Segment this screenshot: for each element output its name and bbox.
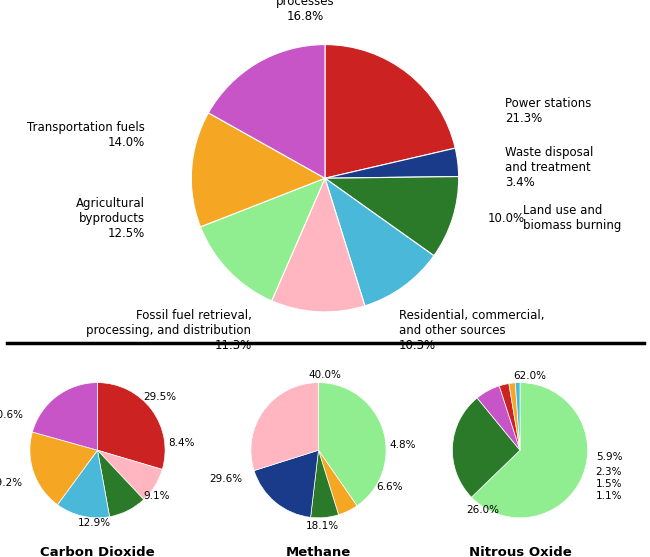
Wedge shape <box>98 450 162 500</box>
Text: Power stations
21.3%: Power stations 21.3% <box>506 97 592 125</box>
Wedge shape <box>200 178 325 301</box>
Wedge shape <box>318 450 357 515</box>
Wedge shape <box>325 177 459 256</box>
Text: 40.0%: 40.0% <box>309 369 342 379</box>
Wedge shape <box>325 45 455 178</box>
Text: 26.0%: 26.0% <box>466 505 499 515</box>
Text: 29.5%: 29.5% <box>144 393 177 403</box>
Wedge shape <box>477 386 520 450</box>
Wedge shape <box>325 178 434 306</box>
Wedge shape <box>509 383 520 450</box>
Text: Waste disposal
and treatment
3.4%: Waste disposal and treatment 3.4% <box>506 146 594 189</box>
Wedge shape <box>30 432 98 505</box>
Text: Carbon Dioxide: Carbon Dioxide <box>40 546 155 557</box>
Wedge shape <box>191 113 325 227</box>
Wedge shape <box>32 383 98 450</box>
Wedge shape <box>272 178 365 312</box>
Text: 19.2%: 19.2% <box>0 478 23 488</box>
Wedge shape <box>209 45 325 178</box>
Text: 29.6%: 29.6% <box>210 473 243 483</box>
Wedge shape <box>318 383 386 506</box>
Wedge shape <box>251 383 318 471</box>
Text: Nitrous Oxide: Nitrous Oxide <box>469 546 571 557</box>
Wedge shape <box>98 450 144 517</box>
Text: 18.1%: 18.1% <box>306 521 339 531</box>
Text: Methane: Methane <box>286 546 351 557</box>
Text: 8.4%: 8.4% <box>168 438 195 448</box>
Text: 62.0%: 62.0% <box>514 371 547 381</box>
Wedge shape <box>515 383 520 450</box>
Text: Transportation fuels
14.0%: Transportation fuels 14.0% <box>27 121 144 149</box>
Wedge shape <box>98 383 165 470</box>
Text: Fossil fuel retrieval,
processing, and distribution
11.3%: Fossil fuel retrieval, processing, and d… <box>86 309 252 352</box>
Text: 4.8%: 4.8% <box>389 440 416 450</box>
Text: 1.5%: 1.5% <box>595 479 622 489</box>
Wedge shape <box>325 148 459 178</box>
Text: 12.9%: 12.9% <box>77 518 110 528</box>
Text: 9.1%: 9.1% <box>144 491 170 501</box>
Wedge shape <box>471 383 588 518</box>
Text: 5.9%: 5.9% <box>595 452 622 462</box>
Text: Residential, commercial,
and other sources
10.3%: Residential, commercial, and other sourc… <box>398 309 544 352</box>
Wedge shape <box>254 450 318 517</box>
Wedge shape <box>452 398 520 497</box>
Wedge shape <box>311 450 339 518</box>
Text: 1.1%: 1.1% <box>595 491 622 501</box>
Text: Land use and
biomass burning: Land use and biomass burning <box>523 204 621 232</box>
Text: 10.0%: 10.0% <box>488 212 525 225</box>
Text: 20.6%: 20.6% <box>0 410 23 420</box>
Wedge shape <box>57 450 110 518</box>
Text: Agricultural
byproducts
12.5%: Agricultural byproducts 12.5% <box>75 197 144 240</box>
Text: 2.3%: 2.3% <box>595 467 622 477</box>
Wedge shape <box>499 384 520 450</box>
Text: Industrial
processes
16.8%: Industrial processes 16.8% <box>276 0 334 23</box>
Text: 6.6%: 6.6% <box>376 482 402 492</box>
